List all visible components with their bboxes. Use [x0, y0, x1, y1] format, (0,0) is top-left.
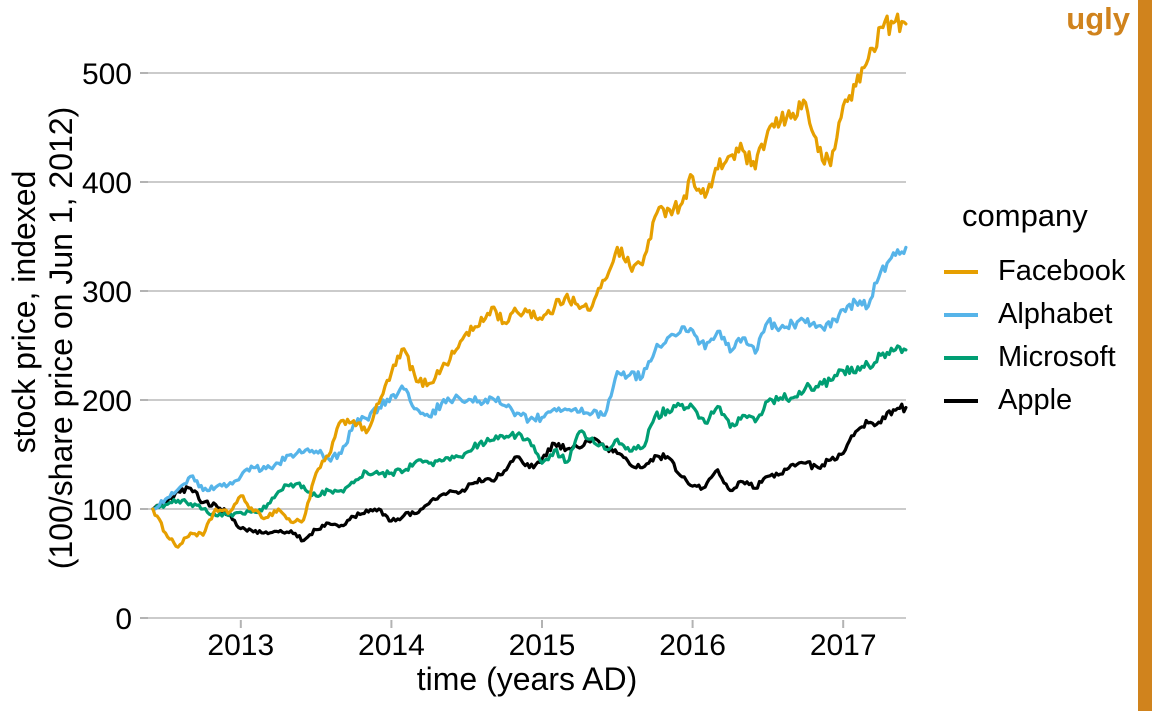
- line-alphabet: [151, 245, 908, 511]
- legend-label-apple: Apple: [998, 384, 1073, 416]
- y-tick-label: 200: [82, 385, 132, 418]
- x-tick-label: 2016: [659, 629, 726, 662]
- apple-line-swatch: [944, 398, 978, 403]
- x-tick-label: 2013: [207, 629, 274, 662]
- x-tick-label: 2015: [509, 629, 576, 662]
- line-microsoft: [151, 344, 908, 518]
- y-tick-label: 0: [115, 603, 132, 636]
- legend-title: company: [962, 198, 1088, 233]
- y-axis-title-line1: stock price, indexed: [6, 171, 42, 454]
- gridlines: [148, 72, 906, 619]
- ugly-stamp-label: ugly: [1066, 1, 1130, 36]
- y-axis-title-line2: (100/share price on Jun 1, 2012): [43, 107, 79, 570]
- line-apple: [151, 402, 908, 543]
- ugly-stamp-bar: [1138, 0, 1152, 711]
- alphabet-line-swatch: [944, 312, 978, 317]
- legend-label-microsoft: Microsoft: [998, 341, 1116, 373]
- y-tick-label: 500: [82, 58, 132, 91]
- x-tick-label: 2014: [358, 629, 425, 662]
- data-lines: [151, 12, 908, 549]
- line-facebook: [151, 12, 908, 549]
- legend-label-alphabet: Alphabet: [998, 298, 1113, 330]
- x-axis-title: time (years AD): [417, 661, 637, 697]
- axis-tick-labels: 0 100 200 300 400 500 2013 2014 2015 2016 2017: [82, 58, 877, 662]
- legend-item-microsoft: Microsoft: [944, 336, 1125, 379]
- legend: company Facebook Alphabet Microsoft Appl…: [944, 198, 1125, 422]
- y-tick-label: 100: [82, 494, 132, 527]
- facebook-line-swatch: [944, 269, 978, 274]
- legend-item-apple: Apple: [944, 379, 1125, 422]
- legend-item-facebook: Facebook: [944, 250, 1125, 293]
- x-tick-label: 2017: [810, 629, 877, 662]
- legend-item-alphabet: Alphabet: [944, 293, 1125, 336]
- y-tick-label: 300: [82, 276, 132, 309]
- y-tick-label: 400: [82, 167, 132, 200]
- legend-label-facebook: Facebook: [998, 255, 1126, 287]
- microsoft-line-swatch: [944, 355, 978, 360]
- axis-ticks: [140, 72, 845, 628]
